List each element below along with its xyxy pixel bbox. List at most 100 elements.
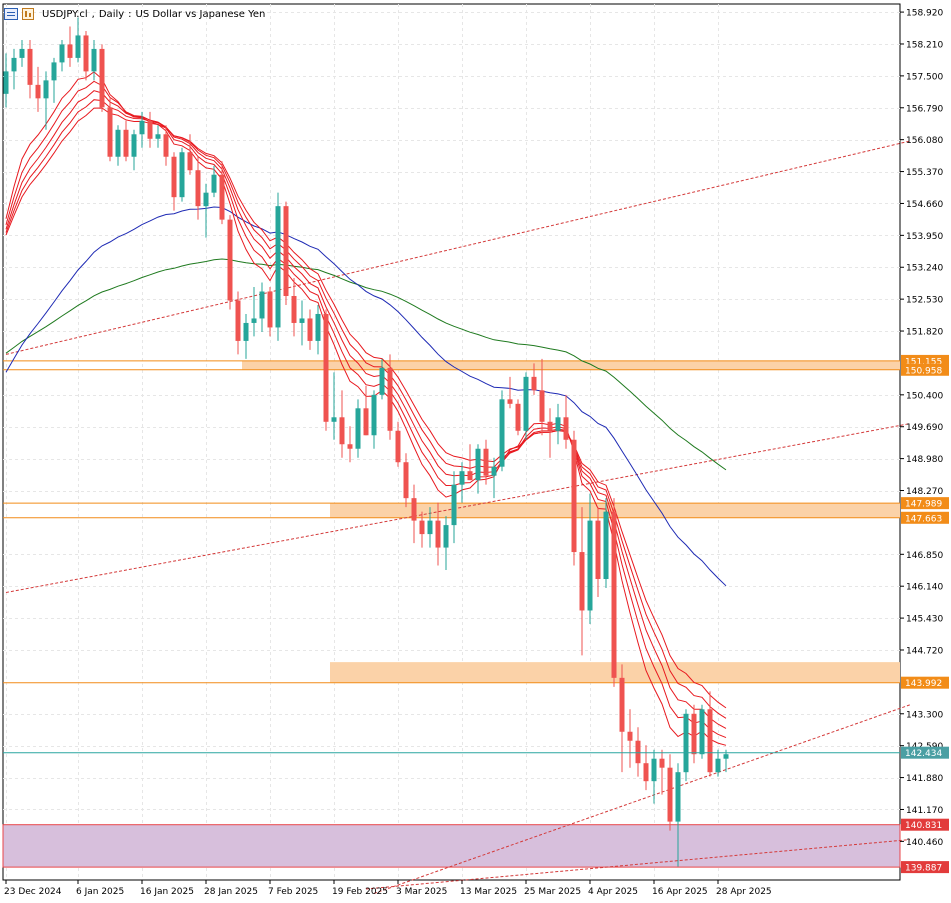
chart-title-bar: USDJPY.cl, Daily: US Dollar vs Japanese … <box>4 6 265 22</box>
y-tick-label: 157.500 <box>906 72 943 82</box>
candle-body <box>715 758 721 773</box>
y-tick-label: 156.080 <box>906 136 943 146</box>
candle-body <box>355 408 361 449</box>
candle-body <box>547 421 553 431</box>
candle-body <box>315 313 321 341</box>
y-tick-label: 148.270 <box>906 487 943 497</box>
y-tick-label: 150.400 <box>906 391 943 401</box>
ma-green-line <box>5 258 727 471</box>
y-tick-label: 140.460 <box>906 838 943 848</box>
zone-label-top-bg <box>901 497 949 510</box>
support-label-top: 140.831 <box>905 821 942 831</box>
support-label-bottom: 139.887 <box>905 864 942 874</box>
candle-body <box>395 430 401 463</box>
y-tick-label: 154.660 <box>906 200 943 210</box>
zone-label-bottom-bg <box>901 363 949 376</box>
candle-body <box>19 48 25 58</box>
candle-body <box>571 439 577 553</box>
candle-body <box>187 152 193 171</box>
y-tick-label: 152.530 <box>906 296 943 306</box>
candle-body <box>195 170 201 207</box>
candle-body <box>363 408 369 436</box>
candle-body <box>419 520 425 535</box>
x-tick-label: 6 Jan 2025 <box>76 887 124 897</box>
candle-body <box>603 511 609 580</box>
candle-body <box>131 134 137 157</box>
current-price-label-bg <box>901 746 949 759</box>
candle-body <box>611 511 617 678</box>
candle-body <box>171 156 177 198</box>
x-tick-label: 28 Jan 2025 <box>204 887 258 897</box>
candle-body <box>51 62 57 81</box>
candle-body <box>723 754 729 759</box>
current-price-label: 142.434 <box>905 749 942 759</box>
y-tick-label: 158.210 <box>906 40 943 50</box>
candle-body <box>227 219 233 301</box>
candle-body <box>211 174 217 193</box>
candle-body <box>107 107 113 157</box>
y-tick-label: 146.140 <box>906 583 943 593</box>
candle-body <box>411 498 417 521</box>
candle-body <box>147 120 153 139</box>
candle-body <box>387 367 393 431</box>
candle-body <box>475 448 481 481</box>
candle-body <box>659 758 665 768</box>
candle-body <box>339 417 345 445</box>
zone-label-bottom-bg <box>901 511 949 524</box>
candle-body <box>307 318 313 341</box>
candle-body <box>299 318 305 323</box>
candle-body <box>11 57 17 72</box>
candle-body <box>531 376 537 391</box>
channel-line <box>365 839 911 890</box>
x-tick-label: 23 Dec 2024 <box>4 887 62 897</box>
candle-body <box>259 291 265 319</box>
candle-body <box>619 677 625 732</box>
zone-label-bottom: 147.663 <box>905 514 942 524</box>
candle-body <box>3 71 9 94</box>
candle-body <box>587 520 593 611</box>
symbol-label: USDJPY.cl <box>42 8 88 20</box>
candle-body <box>699 709 705 755</box>
candle-body <box>203 192 209 207</box>
candle-body <box>163 134 169 157</box>
zone-label-top: 151.155 <box>905 357 942 367</box>
chart-type-icon[interactable] <box>22 8 34 20</box>
candle-body <box>435 520 441 548</box>
chart-menu-icon[interactable] <box>4 8 18 20</box>
y-tick-label: 151.820 <box>906 328 943 338</box>
support-zone <box>2 824 901 868</box>
candle-body <box>491 466 497 476</box>
ma-ribbon-line <box>5 90 727 729</box>
candle-body <box>99 48 105 108</box>
channel-line <box>5 423 911 593</box>
candle-body <box>555 417 561 431</box>
candle-body <box>515 403 521 431</box>
candle-body <box>43 80 49 99</box>
candle-body <box>235 300 241 341</box>
y-tick-label: 148.980 <box>906 455 943 465</box>
candles-group <box>3 17 729 867</box>
candle-body <box>563 417 569 440</box>
candle-body <box>403 462 409 499</box>
candle-body <box>155 134 161 139</box>
candle-body <box>667 767 673 822</box>
candle-body <box>443 525 449 548</box>
candle-body <box>691 713 697 755</box>
x-tick-label: 16 Jan 2025 <box>140 887 194 897</box>
candle-body <box>291 296 297 323</box>
x-tick-label: 4 Apr 2025 <box>588 887 638 897</box>
x-tick-label: 28 Apr 2025 <box>716 887 772 897</box>
y-tick-label: 144.720 <box>906 646 943 656</box>
candle-body <box>275 206 281 328</box>
x-tick-label: 19 Feb 2025 <box>332 887 388 897</box>
candle-body <box>579 552 585 611</box>
support-label-top-bg <box>901 818 949 831</box>
candle-body <box>35 84 41 99</box>
candle-body <box>451 484 457 526</box>
candle-body <box>379 367 385 395</box>
candle-body <box>635 740 641 764</box>
x-tick-label: 13 Mar 2025 <box>460 887 517 897</box>
candle-body <box>523 376 529 431</box>
